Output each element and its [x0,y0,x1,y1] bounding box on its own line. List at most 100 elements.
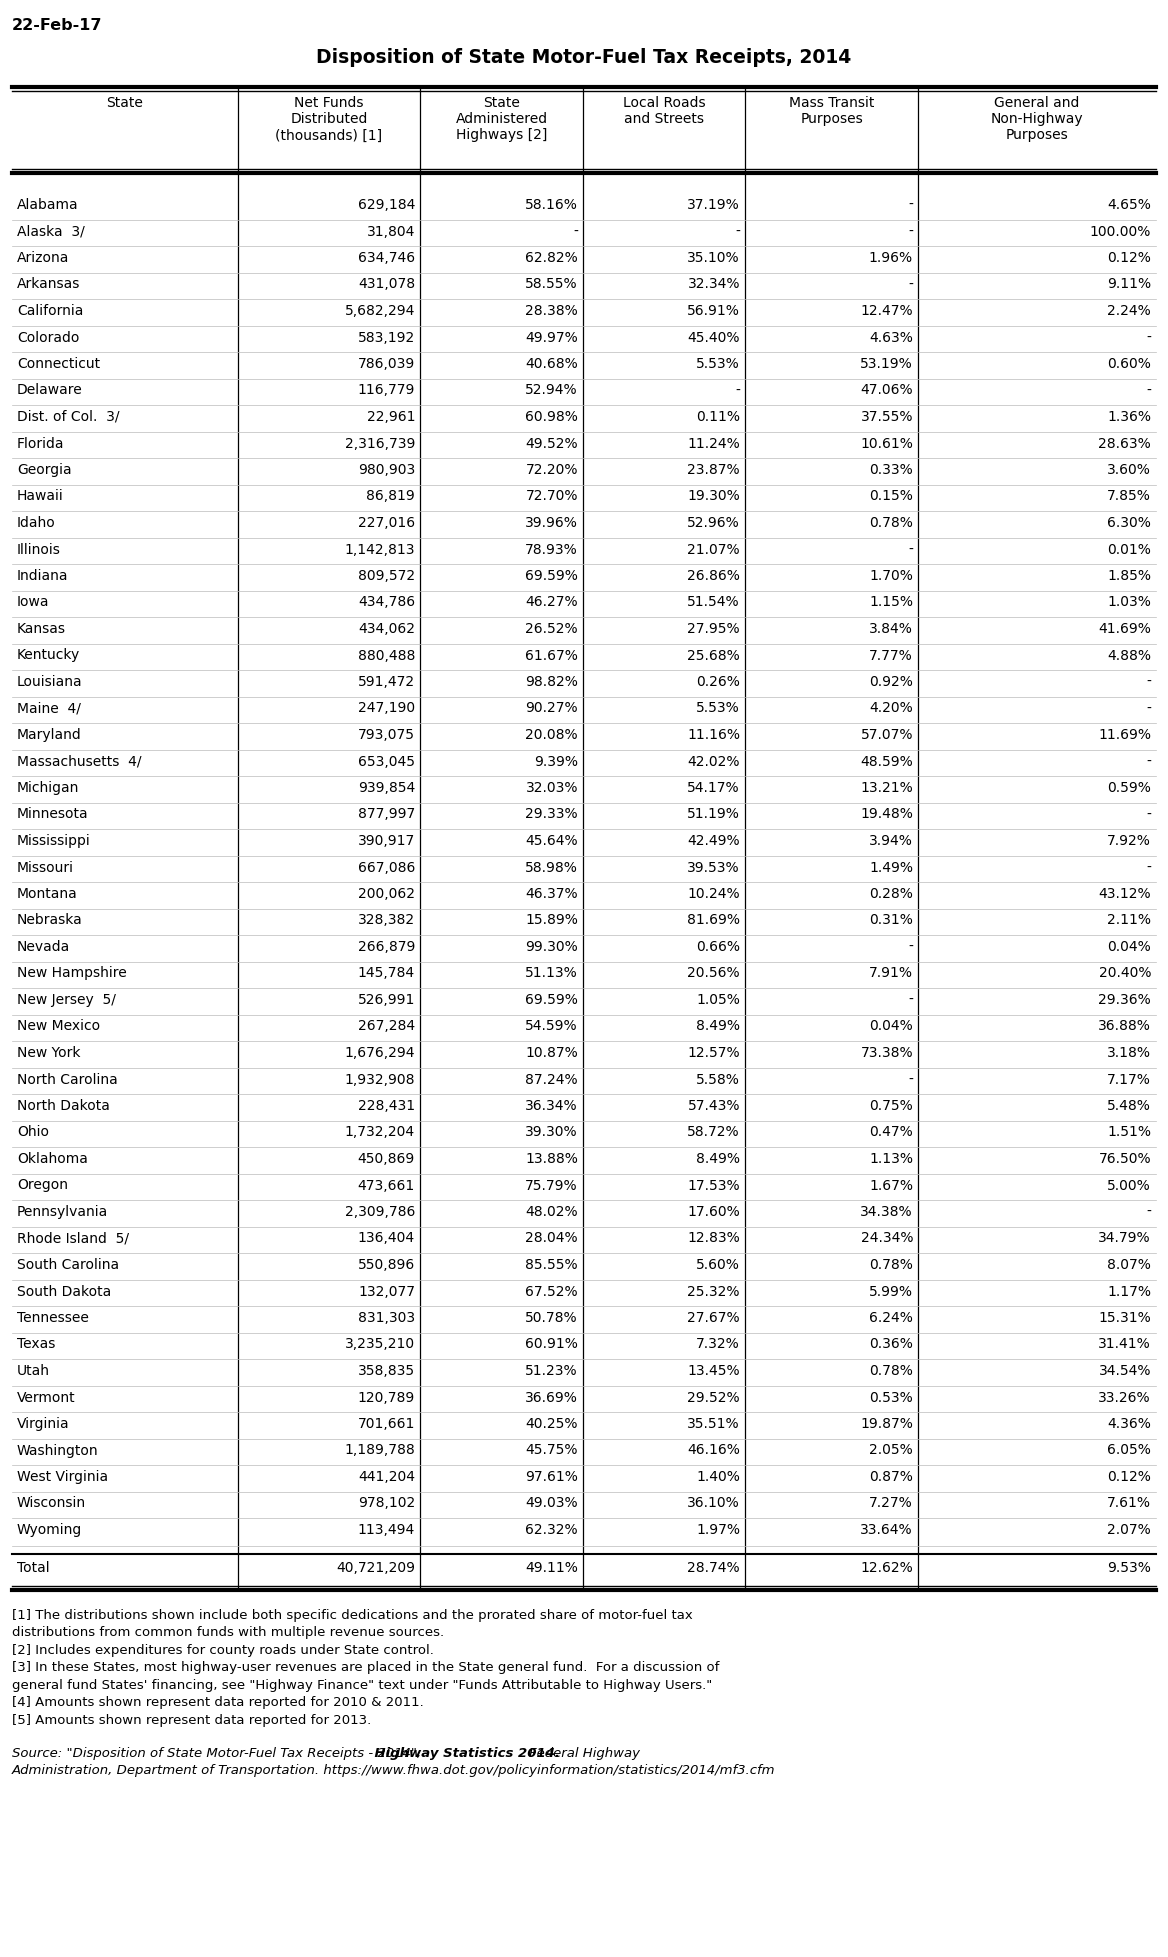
Text: Source: "Disposition of State Motor-Fuel Tax Receipts - 2014",: Source: "Disposition of State Motor-Fuel… [12,1746,422,1759]
Text: 247,190: 247,190 [357,701,415,714]
Text: 8.49%: 8.49% [696,1020,741,1033]
Text: 978,102: 978,102 [357,1495,415,1509]
Text: -: - [909,542,913,556]
Text: 13.88%: 13.88% [526,1151,578,1166]
Text: 60.91%: 60.91% [526,1337,578,1350]
Text: 5.00%: 5.00% [1107,1178,1150,1192]
Text: 32.34%: 32.34% [688,278,741,292]
Text: 29.33%: 29.33% [526,806,578,822]
Text: New Hampshire: New Hampshire [18,967,127,980]
Text: 50.78%: 50.78% [526,1311,578,1325]
Text: 390,917: 390,917 [357,834,415,847]
Text: [1] The distributions shown include both specific dedications and the prorated s: [1] The distributions shown include both… [12,1609,693,1620]
Text: 0.04%: 0.04% [1107,939,1150,953]
Text: 132,077: 132,077 [359,1284,415,1297]
Text: 0.15%: 0.15% [869,489,913,503]
Text: 1.13%: 1.13% [869,1151,913,1166]
Text: 100.00%: 100.00% [1090,225,1150,239]
Text: 0.01%: 0.01% [1107,542,1150,556]
Text: South Carolina: South Carolina [18,1256,119,1272]
Text: 19.48%: 19.48% [860,806,913,822]
Text: Arkansas: Arkansas [18,278,81,292]
Text: 34.54%: 34.54% [1098,1364,1150,1378]
Text: 434,062: 434,062 [359,622,415,636]
Text: 22,961: 22,961 [367,409,415,425]
Text: 6.05%: 6.05% [1107,1442,1150,1456]
Text: 550,896: 550,896 [357,1256,415,1272]
Text: 793,075: 793,075 [359,728,415,742]
Text: 1.97%: 1.97% [696,1523,741,1536]
Text: North Dakota: North Dakota [18,1098,110,1112]
Text: -: - [1146,1204,1150,1219]
Text: -: - [1146,806,1150,822]
Text: 0.26%: 0.26% [696,675,741,689]
Text: 49.11%: 49.11% [526,1560,578,1575]
Text: Mississippi: Mississippi [18,834,91,847]
Text: Hawaii: Hawaii [18,489,64,503]
Text: 29.36%: 29.36% [1098,992,1150,1006]
Text: 26.86%: 26.86% [687,569,741,583]
Text: 9.39%: 9.39% [534,753,578,767]
Text: 4.88%: 4.88% [1107,648,1150,661]
Text: 58.72%: 58.72% [688,1125,741,1139]
Text: 41.69%: 41.69% [1098,622,1150,636]
Text: 10.87%: 10.87% [526,1045,578,1059]
Text: 3.84%: 3.84% [869,622,913,636]
Text: 1.40%: 1.40% [696,1470,741,1483]
Text: 12.57%: 12.57% [688,1045,741,1059]
Text: 7.77%: 7.77% [869,648,913,661]
Text: [4] Amounts shown represent data reported for 2010 & 2011.: [4] Amounts shown represent data reporte… [12,1695,424,1708]
Text: New Jersey  5/: New Jersey 5/ [18,992,116,1006]
Text: 98.82%: 98.82% [526,675,578,689]
Text: 1,189,788: 1,189,788 [345,1442,415,1456]
Text: 809,572: 809,572 [357,569,415,583]
Text: -: - [573,225,578,239]
Text: 11.16%: 11.16% [687,728,741,742]
Text: 51.19%: 51.19% [687,806,741,822]
Text: 0.36%: 0.36% [869,1337,913,1350]
Text: California: California [18,303,83,317]
Text: Mass Transit
Purposes: Mass Transit Purposes [788,96,874,125]
Text: 39.30%: 39.30% [526,1125,578,1139]
Text: -: - [1146,701,1150,714]
Text: 37.19%: 37.19% [687,198,741,211]
Text: Connecticut: Connecticut [18,356,100,370]
Text: 49.52%: 49.52% [526,436,578,450]
Text: 67.52%: 67.52% [526,1284,578,1297]
Text: 4.20%: 4.20% [869,701,913,714]
Text: 7.85%: 7.85% [1107,489,1150,503]
Text: 51.23%: 51.23% [526,1364,578,1378]
Text: Oregon: Oregon [18,1178,68,1192]
Text: 43.12%: 43.12% [1098,887,1150,900]
Text: 0.78%: 0.78% [869,517,913,530]
Text: 97.61%: 97.61% [526,1470,578,1483]
Text: 227,016: 227,016 [357,517,415,530]
Text: 3,235,210: 3,235,210 [345,1337,415,1350]
Text: 431,078: 431,078 [357,278,415,292]
Text: Rhode Island  5/: Rhode Island 5/ [18,1231,128,1245]
Text: Net Funds
Distributed
(thousands) [1]: Net Funds Distributed (thousands) [1] [276,96,383,143]
Text: 591,472: 591,472 [357,675,415,689]
Text: 39.96%: 39.96% [526,517,578,530]
Text: 667,086: 667,086 [357,859,415,875]
Text: 15.31%: 15.31% [1098,1311,1150,1325]
Text: 1.36%: 1.36% [1107,409,1150,425]
Text: 58.98%: 58.98% [526,859,578,875]
Text: 62.82%: 62.82% [526,250,578,264]
Text: 52.94%: 52.94% [526,384,578,397]
Text: 51.13%: 51.13% [526,967,578,980]
Text: 99.30%: 99.30% [526,939,578,953]
Text: 1.96%: 1.96% [869,250,913,264]
Text: 36.10%: 36.10% [687,1495,741,1509]
Text: Administration, Department of Transportation. https://www.fhwa.dot.gov/policyinf: Administration, Department of Transporta… [12,1763,776,1777]
Text: -: - [909,992,913,1006]
Text: 29.52%: 29.52% [688,1389,741,1403]
Text: Minnesota: Minnesota [18,806,89,822]
Text: 75.79%: 75.79% [526,1178,578,1192]
Text: Florida: Florida [18,436,64,450]
Text: Utah: Utah [18,1364,50,1378]
Text: 4.36%: 4.36% [1107,1417,1150,1431]
Text: 11.24%: 11.24% [687,436,741,450]
Text: Idaho: Idaho [18,517,56,530]
Text: South Dakota: South Dakota [18,1284,111,1297]
